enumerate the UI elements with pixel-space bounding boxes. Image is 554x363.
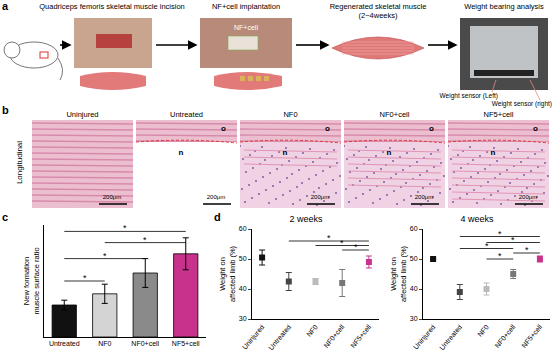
svg-text:*: * [354, 242, 358, 252]
svg-text:*: * [498, 251, 502, 261]
svg-text:NF0+cell: NF0+cell [131, 340, 159, 347]
svg-text:50: 50 [410, 255, 418, 262]
svg-text:40: 40 [410, 285, 418, 292]
html-text:200μm: 200μm [414, 194, 434, 200]
svg-text:30: 30 [239, 315, 247, 322]
svg-text:*: * [83, 273, 87, 283]
svg-text:*: * [498, 229, 502, 239]
html-text:n: n [386, 148, 392, 157]
svg-text:New formationmuscle surface ra: New formationmuscle surface ratio [22, 247, 41, 314]
html-text:n: n [490, 148, 496, 157]
html-text:NF+cell implantation: NF+cell implantation [211, 2, 281, 11]
svg-text:Weight onaffected limb (%): Weight onaffected limb (%) [389, 245, 408, 302]
svg-text:NF0+cell: NF0+cell [322, 323, 346, 349]
html-text:o: o [325, 124, 330, 133]
svg-text:NF5+cell: NF5+cell [349, 323, 373, 349]
svg-text:NF0: NF0 [98, 340, 111, 347]
html-text:200μm: 200μm [102, 194, 122, 200]
html-text:200μm: 200μm [518, 194, 538, 200]
svg-text:*: * [327, 233, 331, 243]
svg-text:Uninjured: Uninjured [241, 323, 266, 351]
html-text:a: a [2, 0, 9, 12]
svg-text:*: * [123, 223, 127, 233]
svg-text:NF5+cell: NF5+cell [520, 323, 544, 349]
svg-text:Uninjured: Uninjured [412, 323, 437, 351]
html-text:Longitudinal: Longitudinal [14, 140, 24, 185]
svg-text:Untreated: Untreated [438, 323, 463, 351]
svg-text:30: 30 [410, 315, 418, 322]
svg-text:Untreated: Untreated [267, 323, 292, 351]
svg-text:60: 60 [239, 225, 247, 232]
html-text:NF5+cell: NF5+cell [483, 110, 514, 119]
html-text:NF0: NF0 [283, 110, 298, 119]
svg-text:NF0: NF0 [305, 323, 319, 338]
html-text:NF0+cell: NF0+cell [379, 110, 410, 119]
svg-text:2 weeks: 2 weeks [290, 214, 324, 224]
html-text:Weight sensor (Left): Weight sensor (Left) [439, 92, 498, 99]
html-text:o: o [533, 124, 538, 133]
html-text:d: d [214, 211, 221, 223]
svg-text:50: 50 [239, 255, 247, 262]
html-text:Regenerated skeletal muscle (2: Regenerated skeletal muscle (2~4weeks) [329, 2, 427, 20]
svg-text:40: 40 [239, 285, 247, 292]
svg-text:*: * [511, 235, 515, 245]
html-text:o: o [429, 124, 434, 133]
svg-text:*: * [525, 245, 529, 255]
svg-text:*: * [485, 241, 489, 251]
html-text:Weight sensor (right): Weight sensor (right) [491, 100, 552, 107]
svg-text:*: * [103, 251, 107, 261]
html-text:n: n [178, 148, 184, 157]
html-text:Untreated: Untreated [170, 110, 203, 119]
html-text:NF+cell: NF+cell [234, 24, 258, 31]
svg-text:Untreated: Untreated [49, 340, 80, 347]
html-text:c: c [2, 211, 9, 223]
svg-text:*: * [340, 238, 344, 248]
html-text:Uninjured: Uninjured [66, 110, 99, 119]
html-text:o: o [221, 124, 226, 133]
html-text:Weight bearing analysis: Weight bearing analysis [464, 2, 544, 11]
svg-text:Weight onaffected limb (%): Weight onaffected limb (%) [218, 245, 237, 302]
html-text:200μm: 200μm [206, 194, 226, 200]
svg-text:NF0+cell: NF0+cell [493, 323, 517, 349]
html-text:n: n [282, 148, 288, 157]
svg-text:60: 60 [410, 225, 418, 232]
svg-text:4 weeks: 4 weeks [461, 214, 495, 224]
svg-text:NF5+cell: NF5+cell [172, 340, 200, 347]
svg-text:NF0: NF0 [476, 323, 490, 338]
html-text:b: b [2, 104, 9, 116]
svg-text:*: * [143, 235, 147, 245]
html-text:Quadriceps femoris skeletal mu: Quadriceps femoris skeletal muscle incis… [39, 2, 185, 11]
html-text:200μm: 200μm [310, 194, 330, 200]
